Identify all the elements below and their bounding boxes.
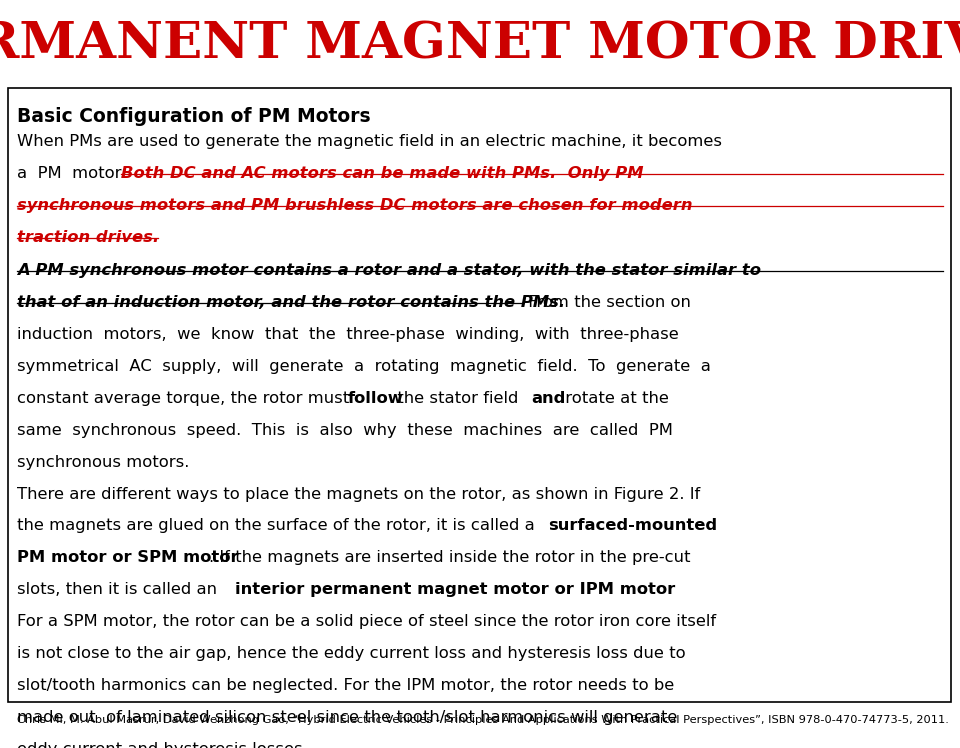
Text: From the section on: From the section on [523, 295, 691, 310]
Text: a  PM  motor.: a PM motor. [17, 166, 136, 181]
Text: is not close to the air gap, hence the eddy current loss and hysteresis loss due: is not close to the air gap, hence the e… [17, 646, 685, 661]
Text: interior permanent magnet motor or IPM motor: interior permanent magnet motor or IPM m… [235, 582, 676, 597]
Text: rotate at the: rotate at the [560, 390, 668, 406]
Text: PERMANENT MAGNET MOTOR DRIVES: PERMANENT MAGNET MOTOR DRIVES [0, 20, 960, 70]
Text: and: and [531, 390, 565, 406]
Text: synchronous motors.: synchronous motors. [17, 455, 190, 470]
Text: There are different ways to place the magnets on the rotor, as shown in Figure 2: There are different ways to place the ma… [17, 486, 701, 501]
Text: synchronous motors and PM brushless DC motors are chosen for modern: synchronous motors and PM brushless DC m… [17, 198, 693, 213]
Text: . If the magnets are inserted inside the rotor in the pre-cut: . If the magnets are inserted inside the… [209, 551, 691, 565]
Text: constant average torque, the rotor must: constant average torque, the rotor must [17, 390, 355, 406]
Text: .: . [641, 582, 646, 597]
Text: Both DC and AC motors can be made with PMs.  Only PM: Both DC and AC motors can be made with P… [121, 166, 643, 181]
Text: eddy current and hysteresis losses.: eddy current and hysteresis losses. [17, 742, 308, 748]
Text: induction  motors,  we  know  that  the  three-phase  winding,  with  three-phas: induction motors, we know that the three… [17, 327, 679, 342]
Text: traction drives.: traction drives. [17, 230, 159, 245]
Text: PM motor or SPM motor: PM motor or SPM motor [17, 551, 239, 565]
Text: Basic Configuration of PM Motors: Basic Configuration of PM Motors [17, 107, 371, 126]
Text: Chris Mi, M. Abul Masrur, David Wenzhong Gao, “Hybrid Electric Vehicles - Princi: Chris Mi, M. Abul Masrur, David Wenzhong… [17, 715, 949, 726]
Text: the magnets are glued on the surface of the rotor, it is called a: the magnets are glued on the surface of … [17, 518, 540, 533]
Text: slots, then it is called an: slots, then it is called an [17, 582, 223, 597]
Text: When PMs are used to generate the magnetic field in an electric machine, it beco: When PMs are used to generate the magnet… [17, 134, 722, 149]
Text: made out  of laminated silicon steel since the tooth/slot harmonics will generat: made out of laminated silicon steel sinc… [17, 710, 678, 725]
Text: surfaced-mounted: surfaced-mounted [548, 518, 717, 533]
Text: slot/tooth harmonics can be neglected. For the IPM motor, the rotor needs to be: slot/tooth harmonics can be neglected. F… [17, 678, 675, 693]
Text: that of an induction motor, and the rotor contains the PMs.: that of an induction motor, and the roto… [17, 295, 565, 310]
Text: symmetrical  AC  supply,  will  generate  a  rotating  magnetic  field.  To  gen: symmetrical AC supply, will generate a r… [17, 359, 711, 374]
Text: A PM synchronous motor contains a rotor and a stator, with the stator similar to: A PM synchronous motor contains a rotor … [17, 263, 761, 278]
Text: the stator field: the stator field [392, 390, 523, 406]
Text: For a SPM motor, the rotor can be a solid piece of steel since the rotor iron co: For a SPM motor, the rotor can be a soli… [17, 614, 716, 629]
Text: same  synchronous  speed.  This  is  also  why  these  machines  are  called  PM: same synchronous speed. This is also why… [17, 423, 673, 438]
Text: follow: follow [348, 390, 403, 406]
